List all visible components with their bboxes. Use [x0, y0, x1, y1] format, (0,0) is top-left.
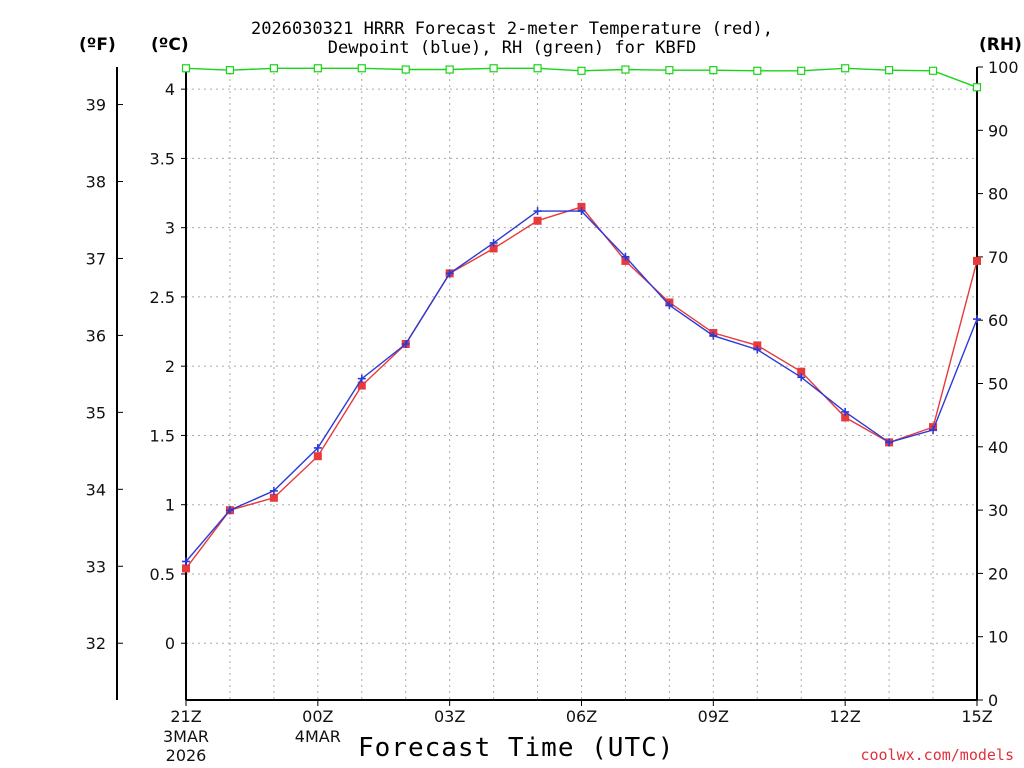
dewpoint-point: [357, 374, 366, 383]
rh-point: [885, 66, 894, 75]
temperature-series-line: [185, 206, 978, 569]
temperature-point: [182, 564, 190, 573]
source-credit: coolwx.com/models: [860, 746, 1014, 764]
rh-point: [445, 65, 454, 74]
rh-point: [313, 64, 322, 73]
temperature-point: [841, 413, 850, 422]
temperature-point: [313, 452, 322, 461]
dewpoint-point: [269, 486, 278, 495]
temperature-point: [269, 493, 278, 502]
rh-tick-label: 80: [988, 185, 1008, 204]
x-tick-date-label: 4MAR: [295, 727, 341, 746]
temperature-point: [357, 381, 366, 390]
x-tick-date-label: 3MAR: [163, 727, 209, 746]
celsius-tick-label: 2.5: [150, 288, 175, 307]
rh-tick-label: 40: [988, 438, 1008, 457]
x-tick-year-label: 2026: [166, 746, 207, 765]
dewpoint-point: [401, 340, 410, 349]
fahrenheit-tick-label: 36: [86, 326, 106, 345]
rh-point: [753, 66, 762, 75]
rh-point: [709, 66, 718, 75]
celsius-tick-label: 0.5: [150, 565, 175, 584]
dewpoint-point: [753, 345, 762, 354]
fahrenheit-tick-label: 33: [86, 557, 106, 576]
rh-point: [621, 65, 630, 74]
rh-tick-label: 50: [988, 375, 1008, 394]
celsius-tick-label: 4: [165, 80, 175, 99]
x-tick-label: 15Z: [961, 707, 992, 726]
temperature-point: [753, 341, 762, 350]
temperature-point: [973, 256, 981, 265]
fahrenheit-tick-label: 32: [86, 634, 106, 653]
rh-point: [181, 64, 191, 73]
dewpoint-point: [709, 331, 718, 340]
rh-point: [577, 66, 586, 75]
temperature-point: [797, 367, 806, 376]
celsius-tick-label: 0: [165, 634, 175, 653]
rh-point: [225, 66, 235, 75]
x-tick-label: 09Z: [698, 707, 729, 726]
rh-point: [533, 64, 542, 73]
fahrenheit-tick-label: 38: [86, 173, 106, 192]
temperature-point: [489, 244, 498, 253]
rh-unit-label: (RH): [979, 35, 1022, 55]
fahrenheit-tick-label: 35: [86, 403, 106, 422]
celsius-tick-label: 1: [165, 496, 175, 515]
temperature-point: [621, 256, 630, 265]
chart-title-line-1: 2026030321 HRRR Forecast 2-meter Tempera…: [251, 19, 773, 39]
celsius-tick-label: 1.5: [150, 426, 175, 445]
rh-point: [401, 65, 410, 74]
fahrenheit-tick-label: 37: [86, 249, 106, 268]
temperature-point: [533, 216, 542, 225]
dewpoint-point: [665, 301, 674, 310]
rh-tick-label: 60: [988, 311, 1008, 330]
dewpoint-point: [313, 443, 322, 452]
x-tick-label: 21Z: [170, 707, 201, 726]
rh-point: [489, 64, 498, 73]
rh-point: [269, 64, 278, 73]
dewpoint-point: [929, 425, 938, 434]
dewpoint-point: [621, 252, 630, 261]
fahrenheit-tick-label: 39: [86, 96, 106, 115]
fahrenheit-tick-label: 34: [86, 480, 106, 499]
rh-point: [841, 64, 850, 73]
rh-tick-label: 30: [988, 501, 1008, 520]
rh-point: [797, 66, 806, 75]
celsius-tick-label: 2: [165, 357, 175, 376]
dewpoint-point: [841, 407, 850, 416]
dewpoint-point: [445, 269, 454, 278]
x-axis-title: Forecast Time (UTC): [358, 733, 675, 763]
dewpoint-point: [182, 557, 190, 566]
rh-point: [665, 66, 674, 75]
chart-title-line-2: Dewpoint (blue), RH (green) for KBFD: [327, 38, 697, 58]
x-tick-label: 03Z: [434, 707, 465, 726]
x-tick-label: 12Z: [830, 707, 861, 726]
rh-tick-label: 0: [988, 691, 998, 710]
rh-point: [928, 66, 938, 75]
rh-tick-label: 20: [988, 564, 1008, 583]
dewpoint-point: [973, 315, 981, 324]
dewpoint-point: [533, 207, 542, 216]
rh-tick-label: 70: [988, 248, 1008, 267]
dewpoint-point: [225, 506, 234, 515]
dewpoint-point: [885, 438, 894, 447]
dewpoint-point: [577, 207, 586, 216]
rh-point: [972, 83, 982, 92]
celsius-unit-label: (ºC): [151, 35, 189, 55]
rh-tick-label: 90: [988, 121, 1008, 140]
temperature-point: [577, 202, 586, 211]
celsius-tick-label: 3: [165, 219, 175, 238]
x-tick-label: 06Z: [566, 707, 597, 726]
dewpoint-point: [797, 373, 806, 382]
x-tick-label: 00Z: [302, 707, 333, 726]
fahrenheit-unit-label: (ºF): [79, 35, 116, 55]
rh-tick-label: 10: [988, 628, 1008, 647]
celsius-tick-label: 3.5: [150, 149, 175, 168]
dewpoint-point: [489, 238, 498, 247]
rh-tick-label: 100: [988, 58, 1019, 77]
rh-point: [357, 64, 366, 73]
